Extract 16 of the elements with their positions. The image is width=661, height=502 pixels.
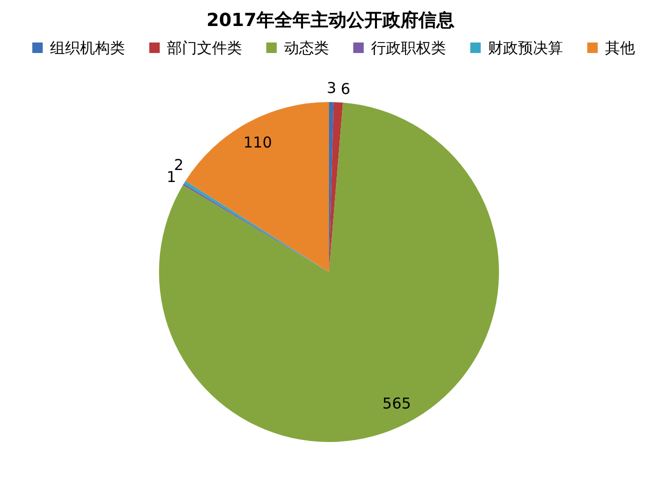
- legend-label: 行政职权类: [371, 38, 446, 57]
- legend-label: 组织机构类: [50, 38, 125, 57]
- data-label: 2: [174, 156, 184, 174]
- legend-label: 其他: [605, 38, 635, 57]
- data-label: 1: [166, 168, 176, 186]
- pie-slice: [159, 102, 499, 442]
- legend-label: 财政预决算: [488, 38, 563, 57]
- legend-label: 动态类: [284, 38, 329, 57]
- chart-title: 2017年全年主动公开政府信息: [206, 10, 455, 31]
- data-label: 6: [340, 80, 350, 98]
- pie-slice: [329, 102, 343, 272]
- data-label: 110: [243, 133, 272, 152]
- pie-slice: [185, 102, 329, 272]
- data-label: 565: [382, 394, 412, 412]
- legend-label: 部门文件类: [167, 38, 242, 57]
- data-label: 3: [326, 79, 336, 98]
